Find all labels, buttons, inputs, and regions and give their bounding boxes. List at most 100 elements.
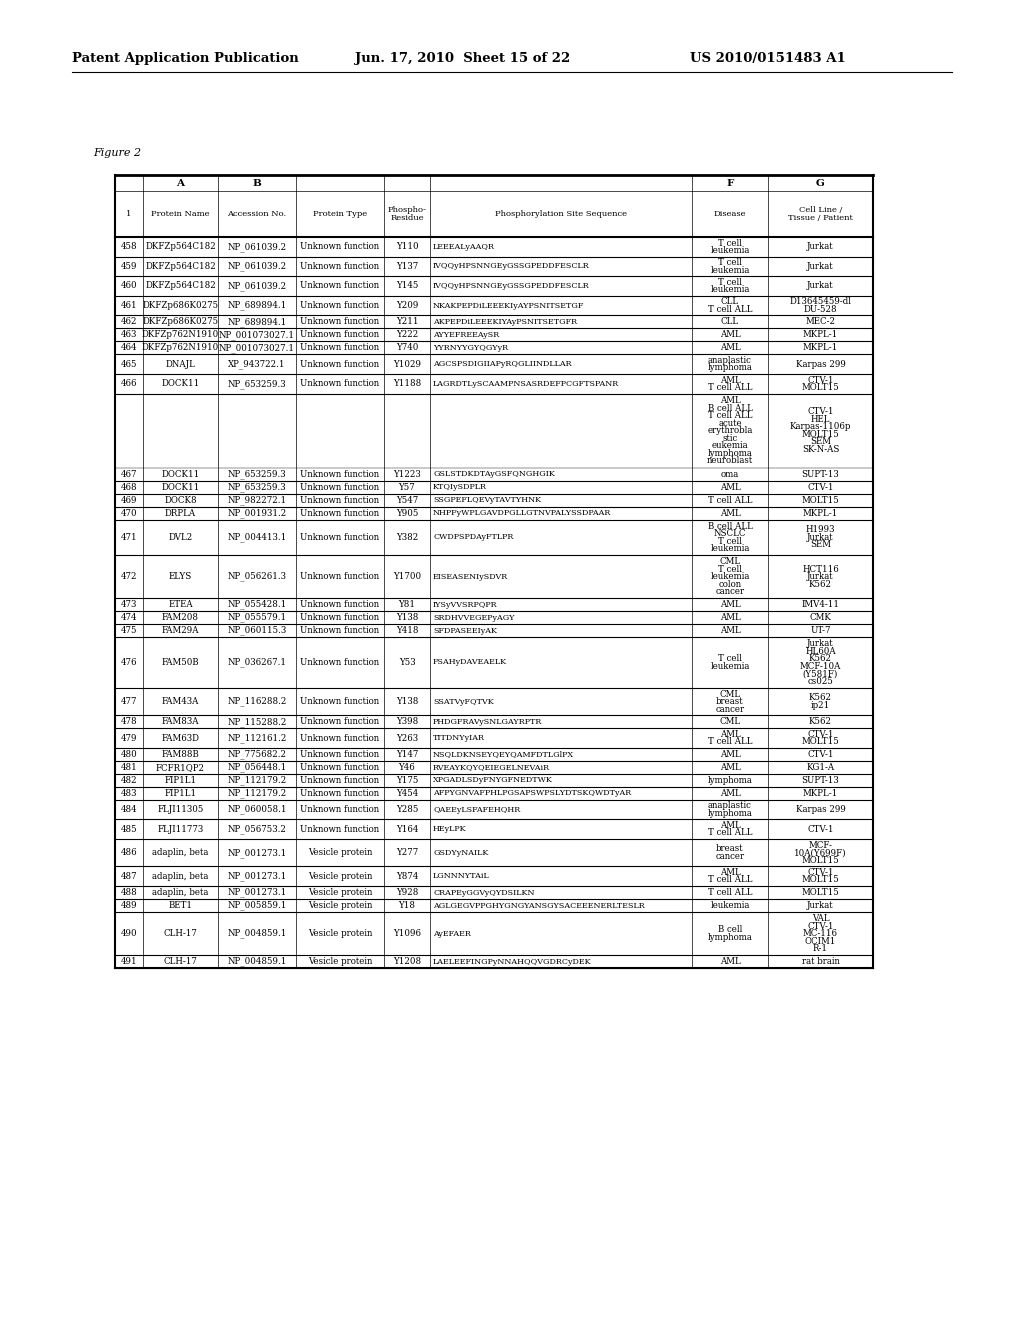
Text: K562: K562 [809,693,831,702]
Text: leukemia: leukemia [711,902,750,909]
Text: Unknown function: Unknown function [300,243,380,251]
Text: rat brain: rat brain [802,957,840,966]
Text: NP_115288.2: NP_115288.2 [227,717,287,726]
Text: FAM88B: FAM88B [162,750,200,759]
Text: 490: 490 [121,929,137,939]
Text: DOCK11: DOCK11 [162,470,200,479]
Text: B cell: B cell [718,925,742,935]
Text: CLL: CLL [721,297,739,306]
Text: 467: 467 [121,470,137,479]
Text: Y57: Y57 [398,483,416,492]
Text: AML: AML [720,612,740,622]
Text: NP_001931.2: NP_001931.2 [227,508,287,519]
Text: Jurkat: Jurkat [807,533,834,543]
Text: cancer: cancer [716,851,744,861]
Text: T cell ALL: T cell ALL [708,412,753,420]
Text: NP_005859.1: NP_005859.1 [227,900,287,911]
Text: 481: 481 [121,763,137,772]
Text: Unknown function: Unknown function [300,317,380,326]
Text: CWDPSPDAyFTLPR: CWDPSPDAyFTLPR [433,533,513,541]
Text: FAM43A: FAM43A [162,697,200,706]
Text: Y454: Y454 [396,789,418,797]
Text: LGNNNYTAiL: LGNNNYTAiL [433,873,489,880]
Text: Unknown function: Unknown function [300,572,380,581]
Text: NP_653259.3: NP_653259.3 [227,482,287,492]
Text: Y905: Y905 [396,508,418,517]
Text: DOCK11: DOCK11 [162,483,200,492]
Text: leukemia: leukemia [711,246,750,255]
Text: MOLT15: MOLT15 [802,496,840,504]
Text: Phospho-: Phospho- [387,206,426,214]
Text: AGLGEGVPPGHYGNGYANSGYSACEEENERLTESLR: AGLGEGVPPGHYGNGYANSGYSACEEENERLTESLR [433,902,645,909]
Text: Vesicle protein: Vesicle protein [308,902,372,909]
Text: Jurkat: Jurkat [807,639,834,648]
Text: OCIM1: OCIM1 [805,936,837,945]
Text: DKFZp686K0275: DKFZp686K0275 [142,301,218,310]
Text: NP_061039.2: NP_061039.2 [227,281,287,290]
Text: lymphoma: lymphoma [708,933,753,941]
Text: B: B [253,178,261,187]
Text: Y1223: Y1223 [393,470,421,479]
Text: IVQQyHPSNNGEyGSSGPEDDFESCLR: IVQQyHPSNNGEyGSSGPEDDFESCLR [433,263,590,271]
Text: MOLT15: MOLT15 [802,738,840,746]
Text: cs025: cs025 [808,677,834,685]
Text: Unknown function: Unknown function [300,805,380,814]
Text: T cell: T cell [718,277,742,286]
Text: NP_055428.1: NP_055428.1 [227,599,287,610]
Text: Jurkat: Jurkat [807,261,834,271]
Text: MKPL-1: MKPL-1 [803,343,838,352]
Text: leukemia: leukemia [711,544,750,553]
Text: FAM29A: FAM29A [162,626,200,635]
Text: Unknown function: Unknown function [300,330,380,339]
Text: AGCSPSDIGIIAPyRQGLIINDLLAR: AGCSPSDIGIIAPyRQGLIINDLLAR [433,360,571,368]
Text: 476: 476 [121,657,137,667]
Text: 478: 478 [121,717,137,726]
Text: Y81: Y81 [398,601,416,609]
Text: SFDPASEEIyAK: SFDPASEEIyAK [433,627,497,635]
Text: AML: AML [720,343,740,352]
Text: FIP1L1: FIP1L1 [165,789,197,797]
Text: Figure 2: Figure 2 [93,148,141,158]
Text: Y263: Y263 [396,734,418,743]
Text: DNAJL: DNAJL [166,360,196,368]
Text: MC-116: MC-116 [803,929,838,939]
Text: oma: oma [721,470,739,479]
Text: PHDGFRAVySNLGAYRPTR: PHDGFRAVySNLGAYRPTR [433,718,543,726]
Text: Residue: Residue [390,214,424,222]
Text: KTQIySDPLR: KTQIySDPLR [433,483,487,491]
Text: Unknown function: Unknown function [300,470,380,479]
Text: Unknown function: Unknown function [300,697,380,706]
Text: anaplastic: anaplastic [708,801,752,810]
Text: Patent Application Publication: Patent Application Publication [72,51,299,65]
Text: NP_001073027.1: NP_001073027.1 [219,343,295,352]
Text: AML: AML [720,750,740,759]
Text: 10A(Y699F): 10A(Y699F) [795,849,847,857]
Text: Protein Type: Protein Type [313,210,367,218]
Text: IVQQyHPSNNGEyGSSGPEDDFESCLR: IVQQyHPSNNGEyGSSGPEDDFESCLR [433,282,590,290]
Text: Karpas 299: Karpas 299 [796,805,846,814]
Text: CTV-1: CTV-1 [807,750,834,759]
Text: CML: CML [720,689,740,698]
Text: ETEA: ETEA [168,601,193,609]
Text: Vesicle protein: Vesicle protein [308,871,372,880]
Text: NP_112179.2: NP_112179.2 [227,788,287,799]
Text: G: G [816,178,825,187]
Text: Unknown function: Unknown function [300,496,380,504]
Text: Unknown function: Unknown function [300,508,380,517]
Text: SRDHVVEGEPyAGY: SRDHVVEGEPyAGY [433,614,514,622]
Text: FAM83A: FAM83A [162,717,200,726]
Text: AML: AML [720,376,740,384]
Text: CMK: CMK [810,612,831,622]
Text: GSLSTDKDTAyGSFQNGHGIK: GSLSTDKDTAyGSFQNGHGIK [433,470,555,478]
Text: K562: K562 [809,579,831,589]
Text: CTV-1: CTV-1 [807,483,834,492]
Text: IMV4-11: IMV4-11 [802,601,840,609]
Text: MOLT15: MOLT15 [802,875,840,884]
Text: Y547: Y547 [396,496,418,504]
Text: AyEFAER: AyEFAER [433,929,471,937]
Text: 486: 486 [121,849,137,857]
Text: T cell: T cell [718,565,742,573]
Text: EISEASENIySDVR: EISEASENIySDVR [433,573,508,581]
Text: NP_112161.2: NP_112161.2 [227,733,287,743]
Text: 477: 477 [121,697,137,706]
